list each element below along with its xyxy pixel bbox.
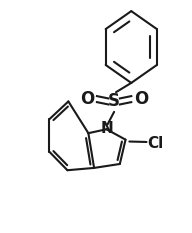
Text: O: O xyxy=(134,90,148,108)
Text: N: N xyxy=(101,121,113,136)
Text: S: S xyxy=(108,93,120,110)
Text: O: O xyxy=(80,90,94,108)
Text: Cl: Cl xyxy=(147,136,164,151)
